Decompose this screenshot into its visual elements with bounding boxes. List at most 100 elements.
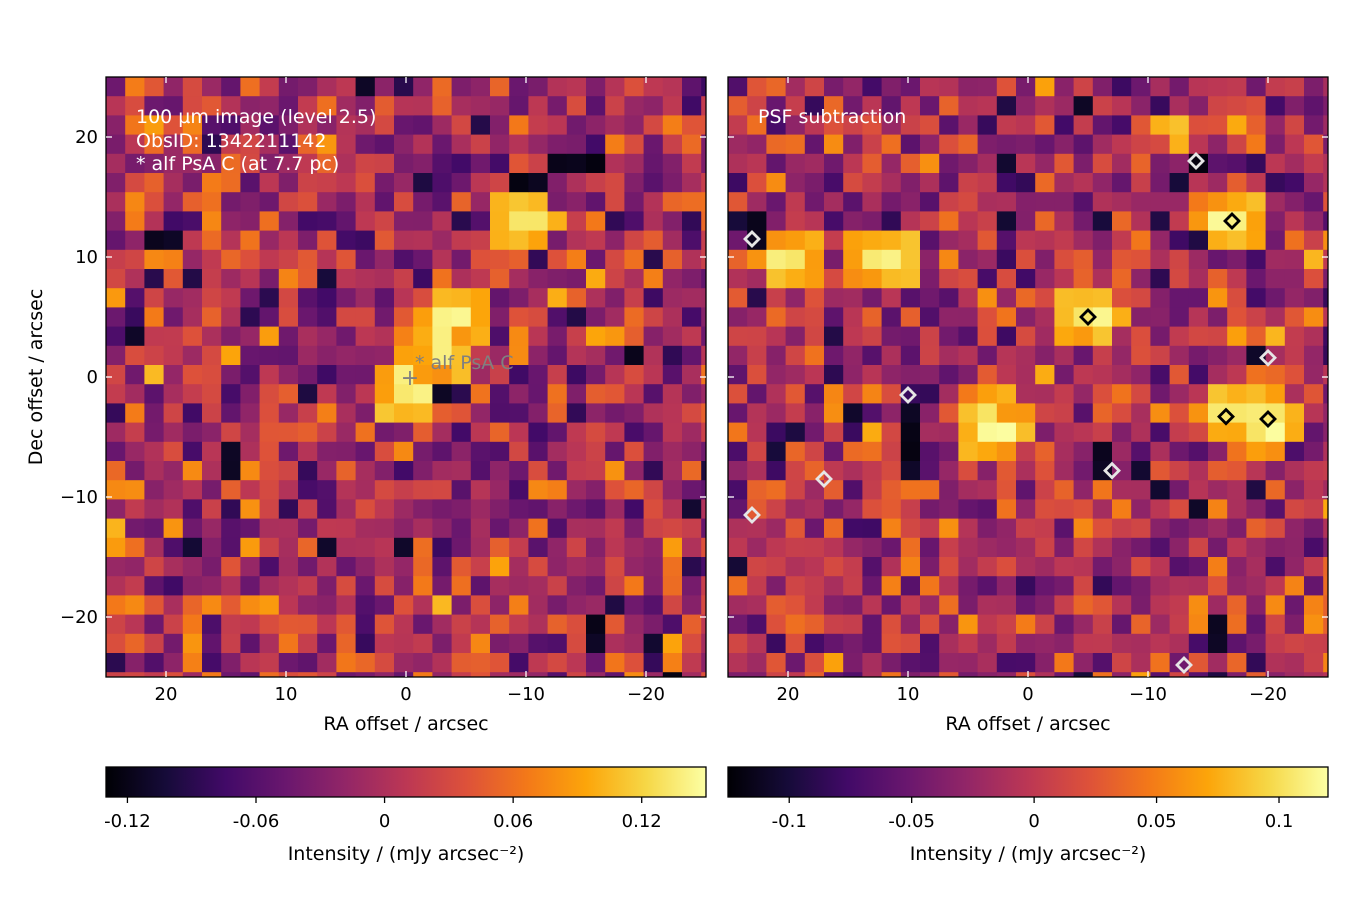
heatmap-cell [1112,557,1132,577]
heatmap-cell [862,249,883,270]
heatmap-cell [1150,96,1171,116]
heatmap-cell [804,557,825,577]
heatmap-cell [490,365,510,385]
heatmap-cell [662,633,683,654]
heatmap-cell [547,595,568,616]
heatmap-cell [317,537,337,558]
heatmap-cell [728,307,748,328]
heatmap-cell [106,403,126,424]
heatmap-cell [106,230,126,251]
heatmap-cell [586,441,606,462]
heatmap-cell [374,384,395,404]
heatmap-cell [336,633,357,654]
heatmap-cell [747,595,767,616]
heatmap-cell [1188,173,1209,193]
heatmap-cell [566,288,587,308]
heatmap-cell [221,633,241,654]
heatmap-cell [221,595,241,616]
heatmap-cell [1054,307,1075,328]
heatmap-cell [701,499,706,520]
heatmap-cell [1188,461,1209,481]
heatmap-cell [586,499,606,520]
heatmap-cell [317,672,337,677]
heatmap-cell [413,115,433,136]
heatmap-cell [374,307,395,328]
heatmap-cell [1284,576,1305,596]
heatmap-cell [939,77,959,97]
heatmap-cell [586,249,606,270]
heatmap-cell [144,480,165,500]
heatmap-cell [1035,633,1055,654]
heatmap-cell [785,633,806,654]
heatmap-cell [939,653,959,673]
heatmap-cell [996,461,1017,481]
heatmap-cell [336,480,357,500]
heatmap-cell [221,537,241,558]
heatmap-cell [528,326,549,347]
heatmap-cell [643,557,664,577]
heatmap-cell [1150,422,1171,443]
heatmap-cell [1131,307,1151,328]
heatmap-cell [958,173,979,193]
heatmap-cell [977,422,998,443]
heatmap-cell [824,480,844,500]
heatmap-cell [278,345,299,366]
heatmap-cell [1169,96,1190,116]
heatmap-cell [1284,595,1305,616]
heatmap-cell [470,422,491,443]
heatmap-cell [336,557,357,577]
heatmap-cell [662,365,683,385]
heatmap-cell [939,557,959,577]
x-tick-label: 20 [777,684,800,705]
heatmap-cell [1246,345,1267,366]
heatmap-cell [881,345,902,366]
heatmap-cell [996,134,1017,155]
heatmap-cell [1169,518,1190,539]
heatmap-cell [202,269,222,289]
heatmap-cell [547,365,568,385]
heatmap-cell [920,595,940,616]
heatmap-cell [824,249,844,270]
heatmap-cell [586,173,606,193]
heatmap-cell [490,441,510,462]
heatmap-cell [1054,595,1075,616]
heatmap-cell [1035,365,1055,385]
heatmap-cell [259,576,280,596]
heatmap-cell [996,595,1017,616]
heatmap-cell [1323,345,1328,366]
heatmap-cell [374,653,395,673]
heatmap-cell [355,269,376,289]
heatmap-cell [624,403,645,424]
heatmap-cell [1323,307,1328,328]
heatmap-cell [1150,115,1171,136]
heatmap-cell [413,653,433,673]
heatmap-cell [432,230,453,251]
heatmap-cell [106,211,126,232]
heatmap-cell [1131,672,1151,677]
heatmap-cell [1188,269,1209,289]
heatmap-cell [566,230,587,251]
heatmap-cell [413,614,433,635]
heatmap-cell [1208,307,1228,328]
heatmap-cell [728,653,748,673]
heatmap-cell [747,480,767,500]
heatmap-cell [106,192,126,212]
heatmap-cell [1342,173,1350,193]
heatmap-cell [566,441,587,462]
heatmap-cell [1323,633,1328,654]
heatmap-cell [1131,403,1151,424]
heatmap-cell [1092,518,1113,539]
heatmap-cell [509,499,529,520]
psf-annotation: PSF subtraction [758,106,906,128]
heatmap-cell [413,134,433,155]
heatmap-cell [106,249,126,270]
heatmap-cell [221,576,241,596]
heatmap-cell [1284,96,1305,116]
heatmap-cell [298,461,318,481]
heatmap-cell [374,403,395,424]
heatmap-cell [163,326,184,347]
heatmap-cell [1035,77,1055,97]
heatmap-cell [394,249,414,270]
heatmap-cell [566,192,587,212]
heatmap-cell [586,326,606,347]
